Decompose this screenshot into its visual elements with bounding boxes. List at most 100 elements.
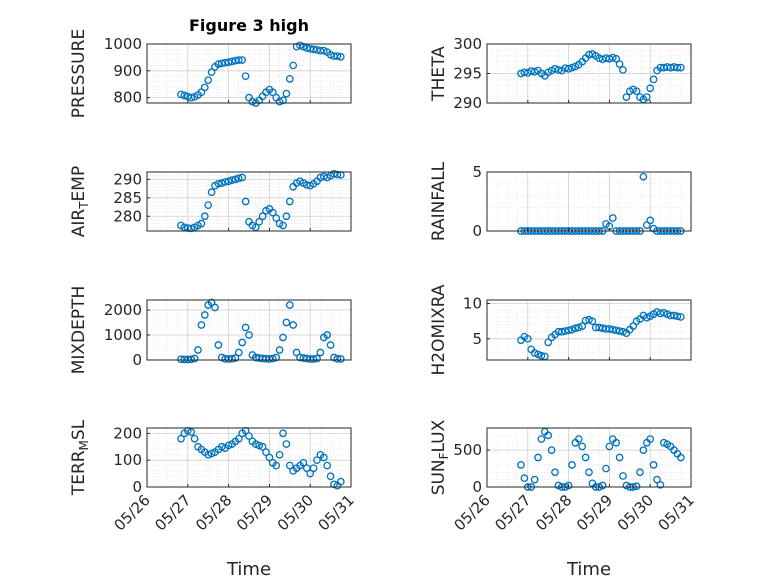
data-point xyxy=(323,331,332,339)
data-point xyxy=(238,56,247,64)
data-point xyxy=(333,354,342,363)
data-point xyxy=(336,355,345,363)
data-point xyxy=(605,325,614,333)
data-point xyxy=(608,325,617,334)
data-point xyxy=(595,323,604,332)
data-point xyxy=(330,480,338,489)
data-point xyxy=(523,334,532,343)
data-point xyxy=(319,453,328,462)
data-point xyxy=(622,93,631,101)
y-tick-label: 1000 xyxy=(104,326,142,344)
data-point xyxy=(231,175,240,184)
data-point xyxy=(333,170,342,179)
data-point xyxy=(207,188,216,197)
x-tick-label: 05/27 xyxy=(151,491,194,534)
data-point xyxy=(608,214,617,222)
data-point xyxy=(224,58,233,67)
data-point xyxy=(673,63,682,72)
data-point xyxy=(676,63,685,72)
data-point xyxy=(612,54,621,63)
data-point xyxy=(571,324,580,333)
axes-box xyxy=(146,171,352,232)
data-point xyxy=(557,327,566,336)
y-tick-label: 0 xyxy=(132,478,142,496)
y-tick-label: 285 xyxy=(113,189,142,207)
data-point xyxy=(241,72,250,81)
data-point xyxy=(615,60,624,68)
data-point xyxy=(520,474,529,482)
data-point xyxy=(296,41,304,50)
data-point xyxy=(279,333,287,342)
y-tick-label: 500 xyxy=(453,441,482,459)
data-point xyxy=(238,173,247,182)
data-point xyxy=(656,480,665,489)
data-point xyxy=(214,179,223,188)
data-point xyxy=(319,46,328,55)
data-point xyxy=(306,469,315,478)
y-tick-label: 5 xyxy=(472,330,482,348)
data-point xyxy=(241,426,250,435)
data-point xyxy=(183,426,192,435)
data-point xyxy=(224,441,233,450)
data-point xyxy=(646,216,655,225)
axes-box xyxy=(146,427,352,488)
data-point xyxy=(299,42,308,51)
data-point xyxy=(534,453,542,462)
data-point xyxy=(336,477,345,486)
y-axis-label: TERRMSL xyxy=(69,419,91,496)
data-point xyxy=(268,208,277,217)
x-tick-label: 05/28 xyxy=(192,491,235,534)
y-axis-label: AIRTEMP xyxy=(69,166,91,237)
data-point xyxy=(530,67,539,76)
data-point xyxy=(272,214,281,222)
data-point xyxy=(197,321,206,329)
data-point xyxy=(517,461,525,469)
data-point xyxy=(279,96,287,105)
y-tick-label: 280 xyxy=(113,207,142,225)
data-point xyxy=(605,442,614,451)
data-point xyxy=(272,461,281,470)
data-point xyxy=(265,355,274,363)
data-point xyxy=(602,464,610,473)
data-point xyxy=(207,68,216,77)
data-point xyxy=(214,341,223,349)
data-point xyxy=(330,353,338,362)
data-point xyxy=(268,88,277,97)
data-point xyxy=(581,453,590,462)
data-point xyxy=(554,66,563,74)
data-point xyxy=(282,212,291,221)
axes-box xyxy=(486,427,692,488)
y-tick-label: 0 xyxy=(132,351,142,369)
y-tick-label: 200 xyxy=(113,424,142,442)
data-point xyxy=(190,434,199,443)
data-point xyxy=(632,482,641,491)
y-tick-label: 800 xyxy=(113,89,142,107)
y-tick-label: 5 xyxy=(472,163,482,181)
x-tick-label: 05/30 xyxy=(274,491,317,534)
data-point xyxy=(636,468,644,477)
data-point xyxy=(200,311,209,319)
data-point xyxy=(285,197,294,206)
data-point xyxy=(282,440,291,448)
y-tick-label: 10 xyxy=(463,295,482,313)
data-point xyxy=(551,468,559,477)
data-point xyxy=(282,89,291,98)
data-point xyxy=(639,446,648,454)
subplot-mixdepth: 0 1000 2000 MIXDEPTH xyxy=(69,286,352,374)
y-tick-label: 100 xyxy=(113,451,142,469)
data-point xyxy=(615,453,624,462)
data-point xyxy=(612,326,621,335)
plot-area xyxy=(487,172,691,231)
axes-box xyxy=(486,299,692,361)
data-point xyxy=(285,461,294,470)
y-tick-label: 290 xyxy=(113,170,142,188)
data-point xyxy=(673,312,682,321)
data-point xyxy=(275,346,284,354)
data-point xyxy=(578,322,587,330)
data-point xyxy=(568,461,576,469)
data-point xyxy=(204,450,213,459)
data-point xyxy=(234,56,243,64)
x-axis-label: Time xyxy=(226,559,271,580)
subplot-h2omixra: 5 10 H2OMIXRA xyxy=(429,284,692,376)
